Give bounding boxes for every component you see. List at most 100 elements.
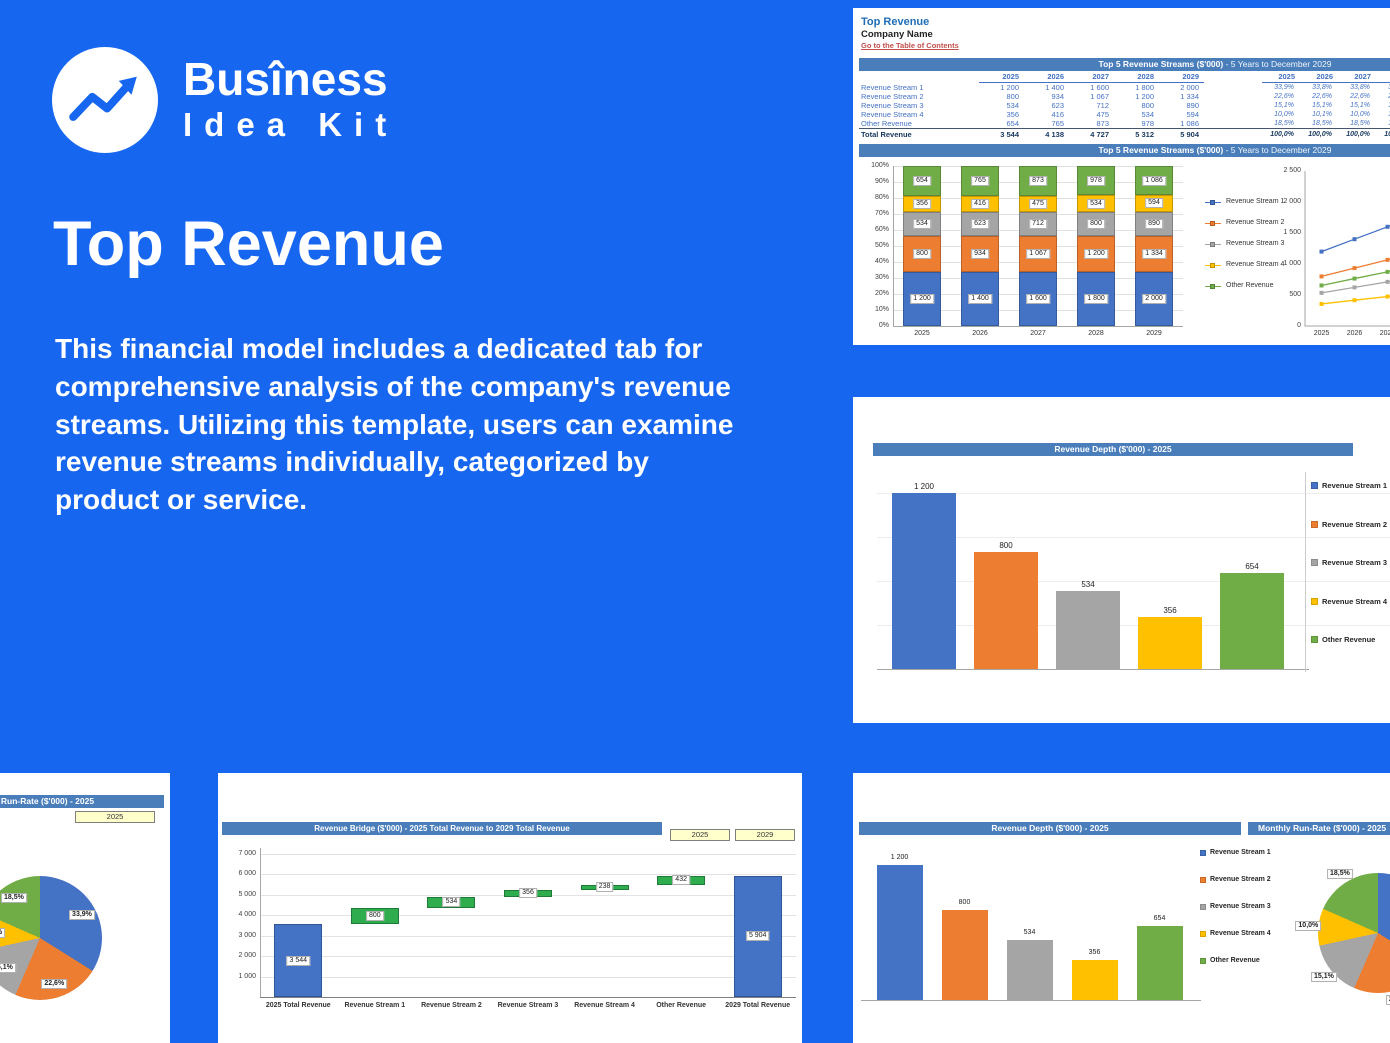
bar <box>1138 616 1202 669</box>
data-label: 654 <box>913 175 931 186</box>
data-label: 238 <box>595 882 614 893</box>
table-total-value: 4 727 <box>1069 128 1114 141</box>
data-label: 1 200 <box>913 481 935 491</box>
data-label: 873 <box>1029 175 1047 186</box>
table-year-header: 2026 <box>1024 72 1069 83</box>
line-marker <box>1352 285 1357 290</box>
revenue-bridge-chart: 7 000 6 000 5 000 4 000 3 000 2 000 1 000 3 544… <box>218 773 802 1043</box>
page-title: Top Revenue <box>53 209 444 279</box>
legend-label: Revenue Stream 1 <box>1322 481 1388 490</box>
y-axis <box>260 848 261 997</box>
line-marker <box>1385 279 1390 284</box>
line-y-axis-label: 500 <box>1289 291 1301 298</box>
table-pct-value: 33,8% <box>1312 84 1332 91</box>
legend-item: Revenue Stream 1 <box>1205 198 1295 207</box>
stacked-chart-header-bar: Top 5 Revenue Streams ($'000) - 5 Years … <box>859 144 1390 157</box>
table-pct-value: 22,6% <box>1350 93 1370 100</box>
year-selector-dropdown[interactable]: 2025 <box>75 811 155 823</box>
gridline <box>877 493 1390 494</box>
depth2-header-bar: Revenue Depth ($'000) - 2025 <box>859 822 1241 835</box>
data-label: 765 <box>971 175 989 186</box>
bar <box>1136 926 1183 1000</box>
table-value: 2 000 <box>1180 83 1199 92</box>
table-pct-value: 10,1% <box>1312 111 1332 118</box>
bar <box>941 910 988 1000</box>
stacked-bar-segment <box>903 166 941 196</box>
data-label: 654 <box>1153 915 1166 923</box>
table-total-value: 3 544 <box>979 128 1024 141</box>
y-axis-label: 90% <box>874 178 889 185</box>
table-value: 1 086 <box>1180 119 1199 128</box>
data-label: 475 <box>1029 198 1047 209</box>
legend-marker-icon <box>1200 877 1206 883</box>
table-pct-value: 10,0% <box>1274 111 1294 118</box>
line-y-axis-label: 0 <box>1297 322 1301 329</box>
table-pct-value: 18,5% <box>1312 120 1332 127</box>
stacked-bar-chart: 100% 90% 80% 70% 60% 50% 40% 30% 20% 10% 0% 1 200 80… <box>853 160 1390 345</box>
gridline <box>893 326 1183 327</box>
bridge-start-year-selector[interactable]: 2025 <box>670 829 730 841</box>
x-axis-label: Revenue Stream 4 <box>574 1002 635 1009</box>
data-label: 356 <box>1088 948 1101 956</box>
data-label: 1 200 <box>1084 248 1108 259</box>
line-marker <box>1352 276 1357 281</box>
legend-item: Revenue Stream 3 <box>1205 240 1295 249</box>
depth-and-run-rate-panel: Revenue Depth ($'000) - 2025 Monthly Run… <box>853 773 1390 1043</box>
table-value: 623 <box>1051 101 1064 110</box>
table-row-label: Revenue Stream 4 <box>861 110 924 119</box>
x-axis-label: 2029 <box>1146 330 1162 337</box>
table-value: 534 <box>1141 110 1154 119</box>
legend-marker-icon <box>1200 904 1206 910</box>
table-row-label: Other Revenue <box>861 119 912 128</box>
legend-marker-icon <box>1311 636 1318 643</box>
line-y-axis-label: 2 500 <box>1283 167 1301 174</box>
y-axis-label: 70% <box>874 210 889 217</box>
legend-marker-icon <box>1210 199 1215 205</box>
y-axis-label: 1 000 <box>238 972 256 980</box>
trend-arrow-icon <box>69 76 137 121</box>
x-axis-label: Revenue Stream 1 <box>344 1002 406 1009</box>
table-value: 534 <box>1006 101 1019 110</box>
brand-logo <box>52 47 158 153</box>
table-row-label: Revenue Stream 1 <box>861 83 924 92</box>
pie-data-label: 22,6% <box>41 978 68 989</box>
data-label: 800 <box>999 540 1013 550</box>
table-pct-value: 15,1% <box>1274 102 1294 109</box>
toc-link[interactable]: Go to the Table of Contents <box>861 41 959 50</box>
data-label: 934 <box>971 248 989 259</box>
pie-data-label: 22,6% <box>1385 994 1390 1005</box>
legend-marker-icon <box>1210 262 1215 268</box>
x-axis-label: 2028 <box>1088 330 1104 337</box>
y-axis-label: 0% <box>878 322 889 329</box>
gridline <box>260 976 796 978</box>
legend-label: Revenue Stream 2 <box>1226 219 1285 226</box>
line-y-axis-label: 2 000 <box>1283 198 1301 205</box>
x-axis-label: Revenue Stream 3 <box>497 1002 559 1009</box>
line-marker <box>1352 237 1357 242</box>
table-pct-value: 10,1% <box>1376 110 1390 119</box>
brand-name-line2: Idea Kit <box>183 105 399 143</box>
gridline <box>260 853 796 855</box>
x-axis <box>877 669 1309 670</box>
table-total-label: Total Revenue <box>859 128 979 141</box>
gridline <box>260 956 796 957</box>
table-cell <box>1204 110 1262 119</box>
table-pct-value: 15,1% <box>1350 102 1370 109</box>
stacked-bar-segment <box>961 166 999 196</box>
table-value: 934 <box>1051 92 1064 101</box>
table-value: 416 <box>1051 110 1064 119</box>
table-value: 712 <box>1096 101 1109 110</box>
legend-marker-icon <box>1311 482 1318 489</box>
table-value: 765 <box>1051 119 1064 128</box>
line-chart <box>1304 171 1390 327</box>
table-value: 1 400 <box>1045 83 1064 92</box>
table-total-pct: 100,0% <box>1376 128 1390 141</box>
legend-marker-icon <box>1210 241 1215 247</box>
line-y-axis-label: 1 000 <box>1283 260 1301 267</box>
bridge-end-year-selector[interactable]: 2029 <box>735 829 795 841</box>
bar <box>1006 939 1053 1000</box>
legend-label: Revenue Stream 4 <box>1210 930 1271 937</box>
gridline <box>260 874 796 875</box>
y-axis-label: 100% <box>871 162 889 169</box>
